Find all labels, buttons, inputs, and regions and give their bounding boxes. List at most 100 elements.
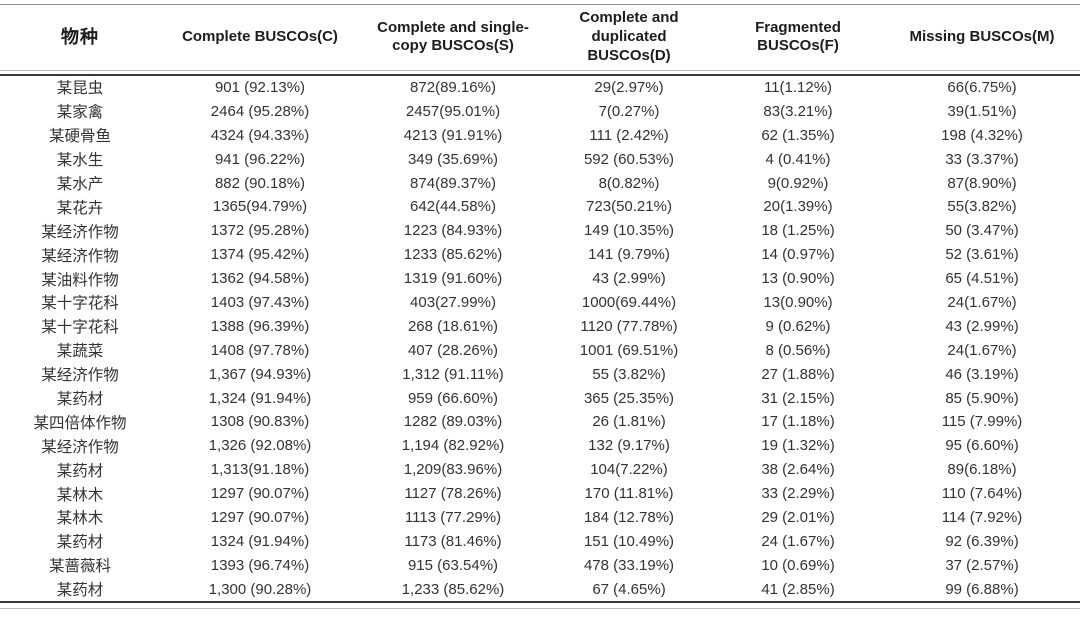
species-cell: 某蔷薇科 bbox=[48, 558, 111, 576]
table-row: 某水生 941 (96.22%) 349 (35.69%) 592 (60.53… bbox=[0, 147, 1080, 171]
species-cell: 某十字花科 bbox=[41, 319, 119, 337]
species-cell: 某药材 bbox=[0, 577, 160, 604]
fragmented-buscos-cell: 83(3.21%) bbox=[763, 102, 833, 120]
table-row: 某药材 1,300 (90.28%) 1,233 (85.62%) 67 (4.… bbox=[0, 577, 1080, 604]
column-header-single-copy-buscos: Complete and single-copy BUSCOs(S) bbox=[360, 4, 546, 76]
single-copy-buscos-cell: 2457(95.01%) bbox=[405, 102, 501, 120]
missing-buscos-cell: 89(6.18%) bbox=[947, 461, 1017, 479]
table-row: 某家禽 2464 (95.28%) 2457(95.01%) 7(0.27%) … bbox=[0, 99, 1080, 123]
complete-buscos-cell: 1,300 (90.28%) bbox=[160, 577, 360, 604]
table-row: 某经济作物 1374 (95.42%) 1233 (85.62%) 141 (9… bbox=[0, 243, 1080, 267]
missing-buscos-cell: 198 (4.32%) bbox=[941, 126, 1023, 144]
table-row: 某油料作物 1362 (94.58%) 1319 (91.60%) 43 (2.… bbox=[0, 267, 1080, 291]
duplicated-buscos-cell: 67 (4.65%) bbox=[546, 577, 712, 604]
complete-buscos-cell: 1374 (95.42%) bbox=[210, 246, 310, 264]
complete-buscos-cell: 1297 (90.07%) bbox=[210, 485, 310, 503]
table-row: 某硬骨鱼 4324 (94.33%) 4213 (91.91%) 111 (2.… bbox=[0, 123, 1080, 147]
single-copy-buscos-cell: 1173 (81.46%) bbox=[404, 532, 502, 550]
species-cell: 某药材 bbox=[56, 462, 104, 480]
missing-buscos-cell: 65 (4.51%) bbox=[945, 270, 1019, 288]
table-row: 某四倍体作物 1308 (90.83%) 1282 (89.03%) 26 (1… bbox=[0, 410, 1080, 434]
duplicated-buscos-cell: 132 (9.17%) bbox=[588, 437, 670, 455]
table-row: 某林木 1297 (90.07%) 1127 (78.26%) 170 (11.… bbox=[0, 482, 1080, 506]
duplicated-buscos-cell: 1120 (77.78%) bbox=[580, 317, 678, 335]
fragmented-buscos-cell: 13 (0.90%) bbox=[761, 270, 835, 288]
species-cell: 某硬骨鱼 bbox=[48, 128, 111, 146]
single-copy-buscos-cell: 403(27.99%) bbox=[410, 293, 496, 311]
missing-buscos-cell: 55(3.82%) bbox=[947, 198, 1017, 216]
table-row: 某花卉 1365(94.79%) 642(44.58%) 723(50.21%)… bbox=[0, 195, 1080, 219]
fragmented-buscos-cell: 11(1.12%) bbox=[763, 78, 833, 96]
duplicated-buscos-cell: 478 (33.19%) bbox=[583, 556, 675, 574]
duplicated-buscos-cell: 149 (10.35%) bbox=[583, 222, 675, 240]
single-copy-buscos-cell: 349 (35.69%) bbox=[407, 150, 499, 168]
single-copy-buscos-cell: 1223 (84.93%) bbox=[403, 222, 503, 240]
species-cell: 某十字花科 bbox=[41, 295, 119, 313]
table-row: 某药材 1,313(91.18%) 1,209(83.96%) 104(7.22… bbox=[0, 458, 1080, 482]
table-row: 某经济作物 1372 (95.28%) 1223 (84.93%) 149 (1… bbox=[0, 219, 1080, 243]
header-row: 物种 Complete BUSCOs(C) Complete and singl… bbox=[0, 4, 1080, 76]
single-copy-buscos-cell: 1282 (89.03%) bbox=[403, 413, 503, 431]
duplicated-buscos-cell: 151 (10.49%) bbox=[583, 532, 675, 550]
species-cell: 某花卉 bbox=[56, 199, 104, 217]
duplicated-buscos-cell: 7(0.27%) bbox=[598, 102, 660, 120]
species-cell: 某家禽 bbox=[56, 104, 104, 122]
missing-buscos-cell: 24(1.67%) bbox=[947, 293, 1017, 311]
complete-buscos-cell: 1365(94.79%) bbox=[212, 198, 308, 216]
missing-buscos-cell: 92 (6.39%) bbox=[945, 532, 1019, 550]
fragmented-buscos-cell: 62 (1.35%) bbox=[761, 126, 835, 144]
column-header-species: 物种 bbox=[0, 4, 160, 76]
fragmented-buscos-cell: 9(0.92%) bbox=[767, 174, 829, 192]
complete-buscos-cell: 1393 (96.74%) bbox=[210, 556, 310, 574]
single-copy-buscos-cell: 1233 (85.62%) bbox=[403, 246, 503, 264]
duplicated-buscos-cell: 365 (25.35%) bbox=[583, 389, 675, 407]
species-cell: 某油料作物 bbox=[41, 271, 119, 289]
duplicated-buscos-cell: 1000(69.44%) bbox=[581, 293, 677, 311]
complete-buscos-cell: 4324 (94.33%) bbox=[210, 126, 310, 144]
single-copy-buscos-cell: 4213 (91.91%) bbox=[403, 126, 503, 144]
fragmented-buscos-cell: 14 (0.97%) bbox=[761, 246, 835, 264]
column-header-complete-buscos: Complete BUSCOs(C) bbox=[160, 4, 360, 76]
single-copy-buscos-cell: 959 (66.60%) bbox=[407, 389, 499, 407]
fragmented-buscos-cell: 18 (1.25%) bbox=[761, 222, 835, 240]
column-header-duplicated-buscos: Complete and duplicated BUSCOs(D) bbox=[546, 4, 712, 76]
column-header-missing-buscos: Missing BUSCOs(M) bbox=[884, 4, 1080, 76]
table-row: 某十字花科 1403 (97.43%) 403(27.99%) 1000(69.… bbox=[0, 291, 1080, 315]
complete-buscos-cell: 1408 (97.78%) bbox=[210, 341, 310, 359]
table-row: 某林木 1297 (90.07%) 1113 (77.29%) 184 (12.… bbox=[0, 506, 1080, 530]
missing-buscos-cell: 24(1.67%) bbox=[947, 341, 1017, 359]
missing-buscos-cell: 115 (7.99%) bbox=[941, 413, 1023, 431]
table-row: 某昆虫 901 (92.13%) 872(89.16%) 29(2.97%) 1… bbox=[0, 75, 1080, 100]
single-copy-buscos-cell: 407 (28.26%) bbox=[407, 341, 499, 359]
duplicated-buscos-cell: 55 (3.82%) bbox=[592, 365, 666, 383]
duplicated-buscos-cell: 592 (60.53%) bbox=[583, 150, 675, 168]
complete-buscos-cell: 1324 (91.94%) bbox=[210, 532, 310, 550]
complete-buscos-cell: 1,326 (92.08%) bbox=[208, 437, 312, 455]
missing-buscos-cell: 33 (3.37%) bbox=[945, 150, 1019, 168]
missing-buscos-cell: 95 (6.60%) bbox=[945, 437, 1019, 455]
single-copy-buscos-cell: 268 (18.61%) bbox=[407, 317, 499, 335]
table-row: 某经济作物 1,367 (94.93%) 1,312 (91.11%) 55 (… bbox=[0, 362, 1080, 386]
complete-buscos-cell: 2464 (95.28%) bbox=[210, 102, 310, 120]
complete-buscos-cell: 1403 (97.43%) bbox=[210, 293, 310, 311]
single-copy-buscos-cell: 1,233 (85.62%) bbox=[360, 577, 546, 604]
fragmented-buscos-cell: 24 (1.67%) bbox=[761, 532, 835, 550]
missing-buscos-cell: 52 (3.61%) bbox=[945, 246, 1019, 264]
species-cell: 某经济作物 bbox=[41, 367, 119, 385]
fragmented-buscos-cell: 20(1.39%) bbox=[763, 198, 833, 216]
missing-buscos-cell: 110 (7.64%) bbox=[941, 485, 1023, 503]
single-copy-buscos-cell: 1113 (77.29%) bbox=[404, 508, 502, 526]
table-row: 某水产 882 (90.18%) 874(89.37%) 8(0.82%) 9(… bbox=[0, 171, 1080, 195]
complete-buscos-cell: 901 (92.13%) bbox=[214, 78, 306, 96]
table-row: 某蔬菜 1408 (97.78%) 407 (28.26%) 1001 (69.… bbox=[0, 338, 1080, 362]
single-copy-buscos-cell: 642(44.58%) bbox=[410, 198, 496, 216]
missing-buscos-cell: 99 (6.88%) bbox=[884, 577, 1080, 604]
missing-buscos-cell: 114 (7.92%) bbox=[941, 508, 1023, 526]
missing-buscos-cell: 46 (3.19%) bbox=[945, 365, 1019, 383]
complete-buscos-cell: 1297 (90.07%) bbox=[210, 508, 310, 526]
single-copy-buscos-cell: 874(89.37%) bbox=[410, 174, 496, 192]
species-cell: 某水生 bbox=[56, 152, 104, 170]
fragmented-buscos-cell: 17 (1.18%) bbox=[761, 413, 835, 431]
species-cell: 某林木 bbox=[56, 510, 104, 528]
species-cell: 某林木 bbox=[56, 486, 104, 504]
